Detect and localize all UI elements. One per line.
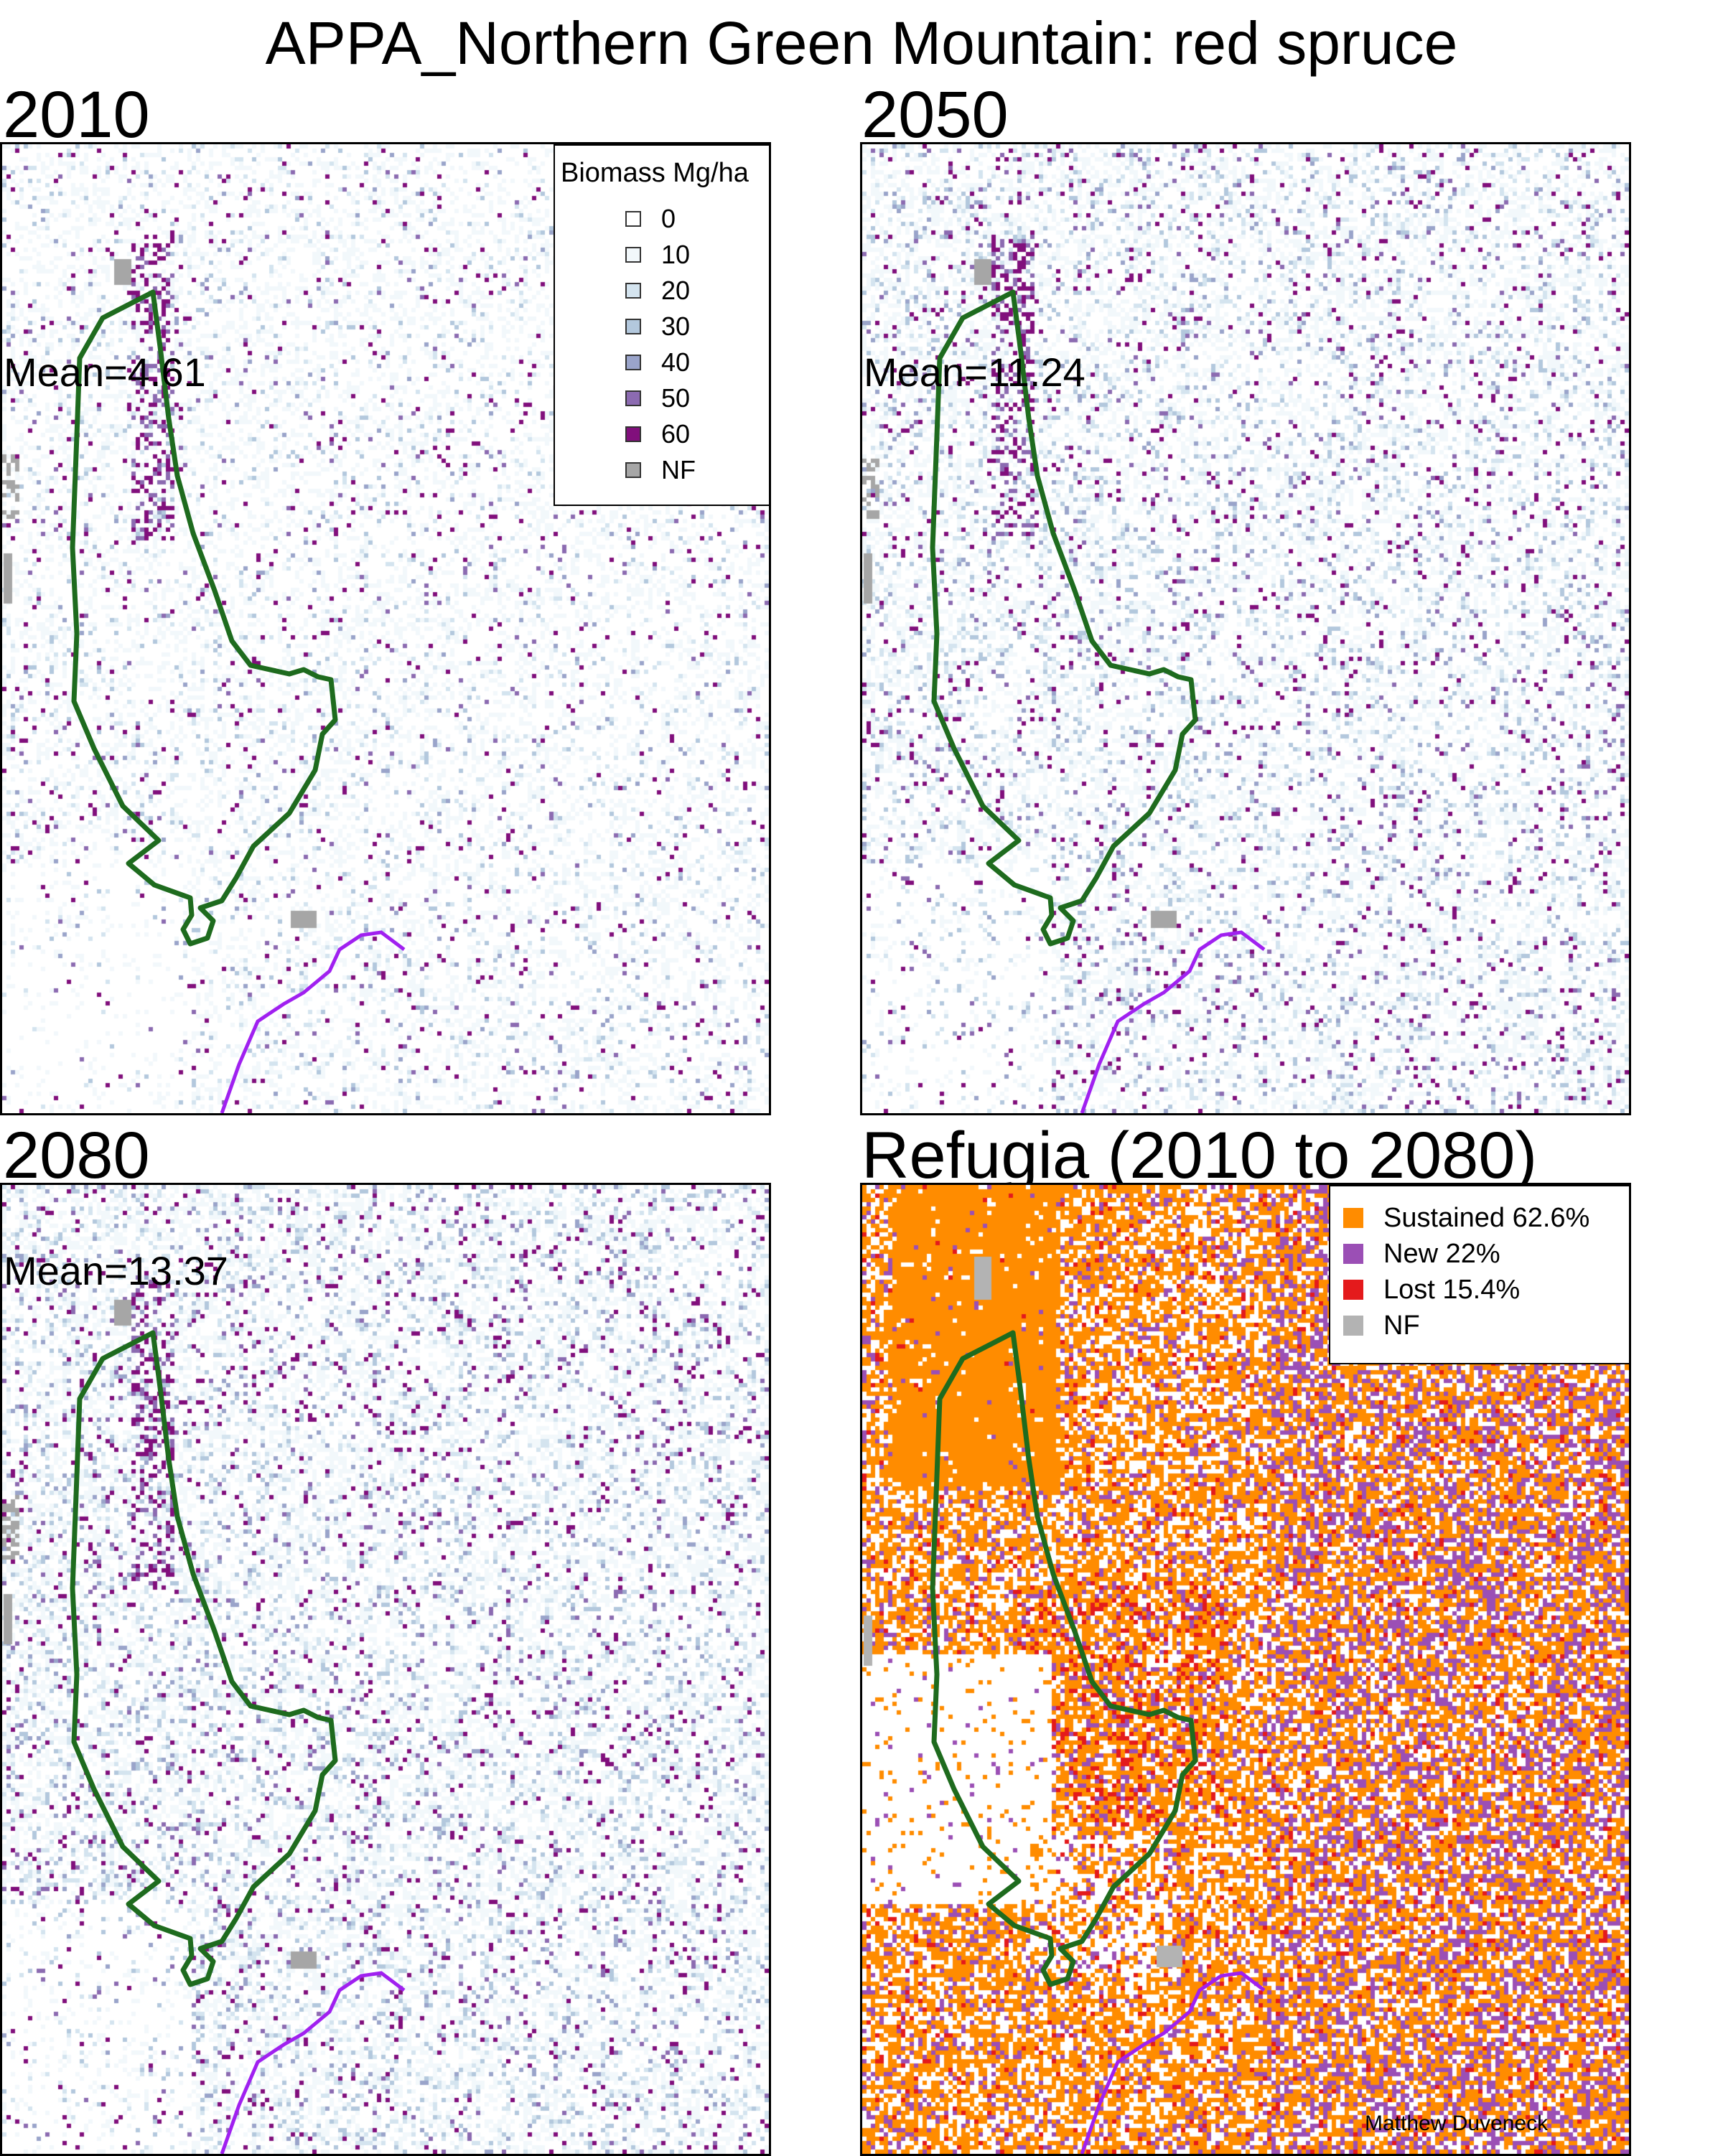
legend-item-20: 20 <box>625 275 690 306</box>
legend-swatch <box>625 355 641 370</box>
legend-swatch <box>1343 1316 1363 1336</box>
panel-label-2050: 2050 <box>862 78 1009 151</box>
legend-item-40: 40 <box>625 347 690 378</box>
state-boundary-line <box>1080 1971 1266 2154</box>
panel-label-2010: 2010 <box>3 78 150 151</box>
legend-item-60: 60 <box>625 418 690 450</box>
boundary-overlay-refugia <box>930 1330 1266 2154</box>
boundary-overlay-2050 <box>930 289 1266 1113</box>
map-2080: Mean=13.37 <box>0 1183 771 2156</box>
legend-swatch <box>1343 1280 1363 1300</box>
biomass-legend-title: Biomass Mg/ha <box>561 158 749 188</box>
legend-swatch <box>625 283 641 299</box>
legend-item-10: 10 <box>625 239 690 271</box>
study-area-boundary <box>930 289 1198 947</box>
mean-value-2080: Mean=13.37 <box>4 1248 228 1293</box>
boundary-overlay-2080 <box>70 1330 406 2154</box>
legend-swatch <box>625 211 641 227</box>
map-title: APPA_Northern Green Mountain: red spruce <box>265 9 1458 77</box>
legend-swatch <box>625 319 641 334</box>
state-boundary-line <box>220 1971 406 2154</box>
panel-label-refugia: Refugia (2010 to 2080) <box>862 1119 1538 1192</box>
legend-swatch <box>625 426 641 442</box>
study-area-boundary <box>930 1330 1198 1987</box>
author-credit: Matthew Duveneck <box>1365 2112 1549 2135</box>
study-area-boundary <box>70 1330 338 1987</box>
study-area-boundary <box>70 289 338 947</box>
mean-value-2050: Mean=11.24 <box>864 350 1085 395</box>
boundary-overlay-2010 <box>70 289 406 1113</box>
legend-swatch <box>1343 1208 1363 1228</box>
legend-item-nf: NF <box>625 454 696 486</box>
refugia-legend: Sustained 62.6% New 22% Lost 15.4% NF <box>1329 1185 1629 1364</box>
legend-item-50: 50 <box>625 383 690 414</box>
legend-item-sustained: Sustained 62.6% <box>1343 1202 1589 1234</box>
legend-item-new: New 22% <box>1343 1238 1500 1270</box>
legend-item-0: 0 <box>625 203 676 235</box>
state-boundary-line <box>1080 930 1266 1113</box>
legend-item-lost: Lost 15.4% <box>1343 1274 1520 1306</box>
map-refugia: Sustained 62.6% New 22% Lost 15.4% NF Ma… <box>860 1183 1631 2156</box>
legend-swatch <box>625 247 641 263</box>
map-2010: Mean=4.61 Biomass Mg/ha 0 10 20 30 40 50… <box>0 142 771 1115</box>
legend-swatch <box>625 390 641 406</box>
biomass-legend: Biomass Mg/ha 0 10 20 30 40 50 60 NF <box>554 144 769 506</box>
legend-swatch <box>625 462 641 478</box>
state-boundary-line <box>220 930 406 1113</box>
legend-swatch <box>1343 1244 1363 1264</box>
legend-item-nf-refugia: NF <box>1343 1310 1420 1341</box>
map-2050: Mean=11.24 <box>860 142 1631 1115</box>
legend-item-30: 30 <box>625 311 690 342</box>
mean-value-2010: Mean=4.61 <box>4 350 206 395</box>
panel-label-2080: 2080 <box>3 1119 150 1192</box>
